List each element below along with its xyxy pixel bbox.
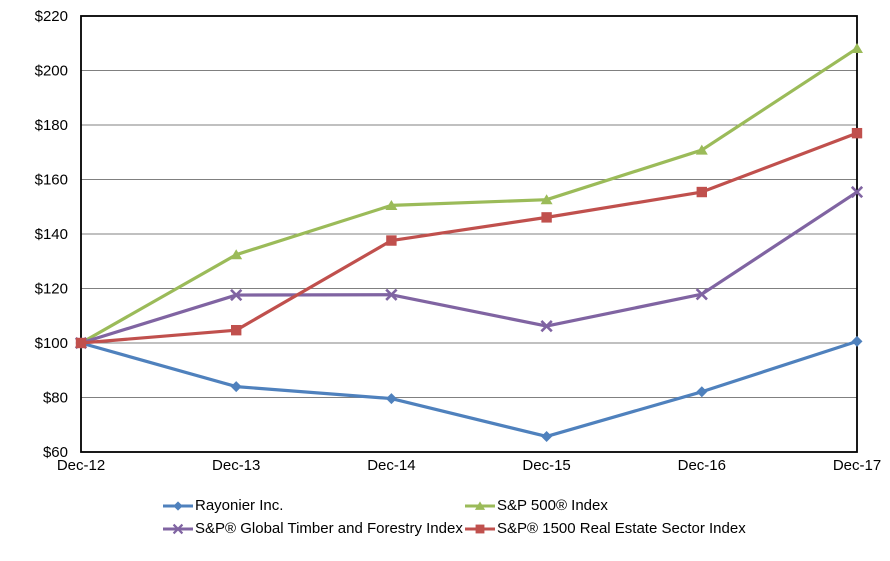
triangle-marker-icon [851,43,863,54]
x-marker-icon [230,288,243,302]
legend-item-s-p-global-timber-and-forestry-index: S&P® Global Timber and Forestry Index [163,520,465,538]
square-marker-icon [851,127,863,139]
triangle-marker-icon [474,501,486,510]
x-marker-icon [850,185,864,199]
y-axis-tick-label: $100 [35,335,68,352]
x-marker-icon [540,319,553,333]
y-axis-tick-label: $120 [35,281,68,298]
x-axis-tick-label: Dec-16 [678,457,726,474]
x-axis-tick-label: Dec-14 [367,457,415,474]
square-marker-icon [541,212,552,223]
triangle-marker-icon [230,249,243,260]
square-marker-icon [386,235,397,246]
performance-chart-canvas: $60 $80 $100 $120 $140 $160 $180 $200 $220 Dec-12… [35,8,882,474]
y-axis-tick-label: $180 [35,117,68,134]
square-marker-icon [231,324,242,336]
y-axis-tick-label: $220 [35,8,68,25]
y-axis-tick-label: $60 [43,444,68,461]
diamond-marker-icon [230,381,242,393]
series-line-s-p-global-timber-and-forestry-index [79,190,859,345]
legend-label: S&P® Global Timber and Forestry Index [195,520,463,537]
legend-key-x-icon [163,523,193,535]
series-line-s-p-1500-real-estate-sector-index [79,131,859,345]
legend-item-rayonier-inc: Rayonier Inc. [163,497,465,515]
x-axis-tick-label: Dec-15 [522,457,570,474]
series-line-rayonier-inc [79,339,859,439]
square-marker-icon [696,186,707,198]
x-marker-icon [385,288,398,301]
legend-item-s-p-1500-real-estate-sector-index: S&P® 1500 Real Estate Sector Index [465,520,746,538]
legend-label: S&P 500® Index [497,497,608,514]
series-line-s-p-500-index [79,46,859,345]
y-axis-tick-label: $80 [43,390,68,407]
legend-key-diamond-icon [163,501,193,511]
x-axis-tick-label: Dec-13 [212,457,260,474]
diamond-marker-icon [385,393,397,405]
x-axis-tick-label: Dec-12 [57,457,105,474]
diamond-marker-icon [541,430,553,442]
legend-key-triangle-icon [465,501,495,510]
plot-border [80,15,858,453]
chart-legend: Rayonier Inc. S&P 500® Index S&P® Global T… [163,497,746,538]
y-axis-tick-label: $200 [35,63,68,80]
diamond-marker-icon [173,501,183,511]
square-marker-icon [75,337,87,349]
y-axis-tick-label: $160 [35,172,68,189]
diamond-marker-icon [696,386,708,398]
x-marker-icon [695,288,708,301]
x-axis-tick-label: Dec-17 [833,457,881,474]
legend-key-square-icon [465,524,495,534]
y-axis-tick-label: $140 [35,226,68,243]
triangle-marker-icon [695,144,708,155]
x-marker-icon [172,523,184,535]
triangle-marker-icon [385,199,398,210]
legend-label: Rayonier Inc. [195,497,284,514]
diamond-marker-icon [851,335,863,347]
legend-item-s-p-500-index: S&P 500® Index [465,497,746,515]
square-marker-icon [475,524,485,534]
legend-label: S&P® 1500 Real Estate Sector Index [497,520,746,537]
triangle-marker-icon [540,194,553,205]
